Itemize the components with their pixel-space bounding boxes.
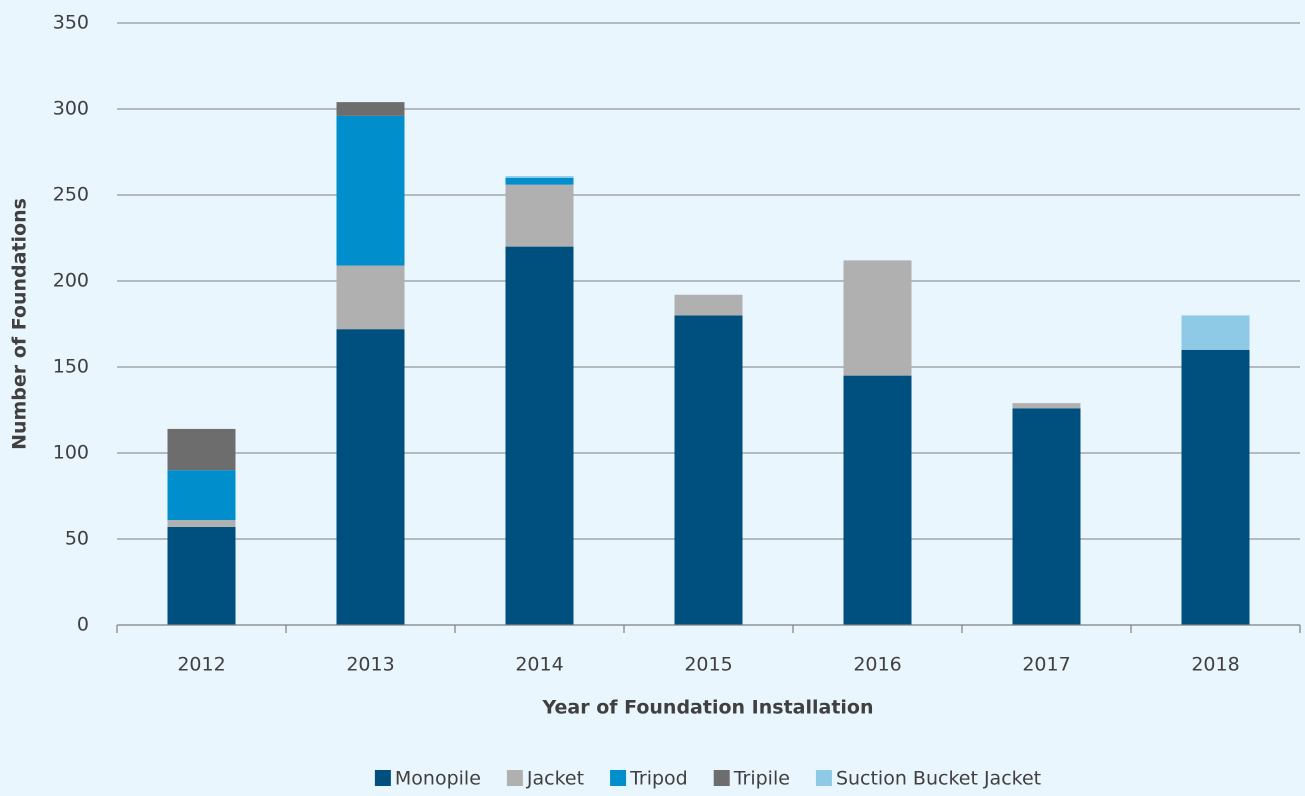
y-tick-label: 50 — [65, 528, 89, 550]
bar-segment — [505, 177, 574, 185]
legend-swatch — [610, 770, 627, 786]
x-tick-label: 2014 — [515, 654, 563, 676]
y-tick-label: 350 — [53, 12, 89, 34]
x-tick-label: 2018 — [1191, 654, 1239, 676]
bar-segment — [843, 260, 912, 376]
legend-label: Suction Bucket Jacket — [836, 768, 1041, 790]
bar-segment — [843, 375, 912, 625]
legend-swatch — [506, 770, 523, 786]
x-tick-label: 2015 — [684, 654, 732, 676]
x-tick-label: 2017 — [1022, 654, 1070, 676]
legend-label: Monopile — [395, 768, 481, 790]
bar-segment — [505, 184, 574, 247]
bar-segment — [1181, 315, 1250, 350]
bar-segment — [167, 520, 236, 527]
legend-label: Jacket — [526, 768, 584, 790]
bar-segment — [1012, 403, 1081, 409]
bar-segment — [505, 246, 574, 625]
y-tick-label: 200 — [53, 270, 89, 292]
bar-segment — [336, 329, 405, 625]
legend: Monopile Jacket Tripod Tripile Suction Bucke… — [374, 768, 1041, 790]
bar-segment — [674, 315, 743, 625]
y-tick-label: 0 — [77, 614, 89, 636]
bar-segment — [1181, 349, 1250, 625]
x-tick-label: 2013 — [346, 654, 394, 676]
x-axis-label: Year of Foundation Installation — [542, 697, 874, 719]
y-tick-label: 300 — [53, 98, 89, 120]
bar-segment — [336, 102, 405, 116]
y-tick-label: 150 — [53, 356, 89, 378]
x-tick-label: 2016 — [853, 654, 901, 676]
bar-segment — [336, 265, 405, 330]
legend-label: Tripod — [629, 768, 688, 790]
bar-segment — [167, 428, 236, 471]
bar-segment — [336, 115, 405, 266]
legend-swatch — [374, 770, 391, 786]
legend-swatch — [815, 770, 832, 786]
bar-segment — [167, 526, 236, 625]
y-tick-label: 250 — [53, 184, 89, 206]
y-tick-label: 100 — [53, 442, 89, 464]
bar-segment — [1012, 408, 1081, 625]
y-axis-label: Number of Foundations — [9, 198, 31, 450]
legend-swatch — [713, 770, 730, 786]
bar-segment — [505, 176, 574, 178]
bar-segment — [674, 294, 743, 316]
x-tick-label: 2012 — [177, 654, 225, 676]
legend-label: Tripile — [733, 768, 790, 790]
bar-segment — [167, 470, 236, 521]
